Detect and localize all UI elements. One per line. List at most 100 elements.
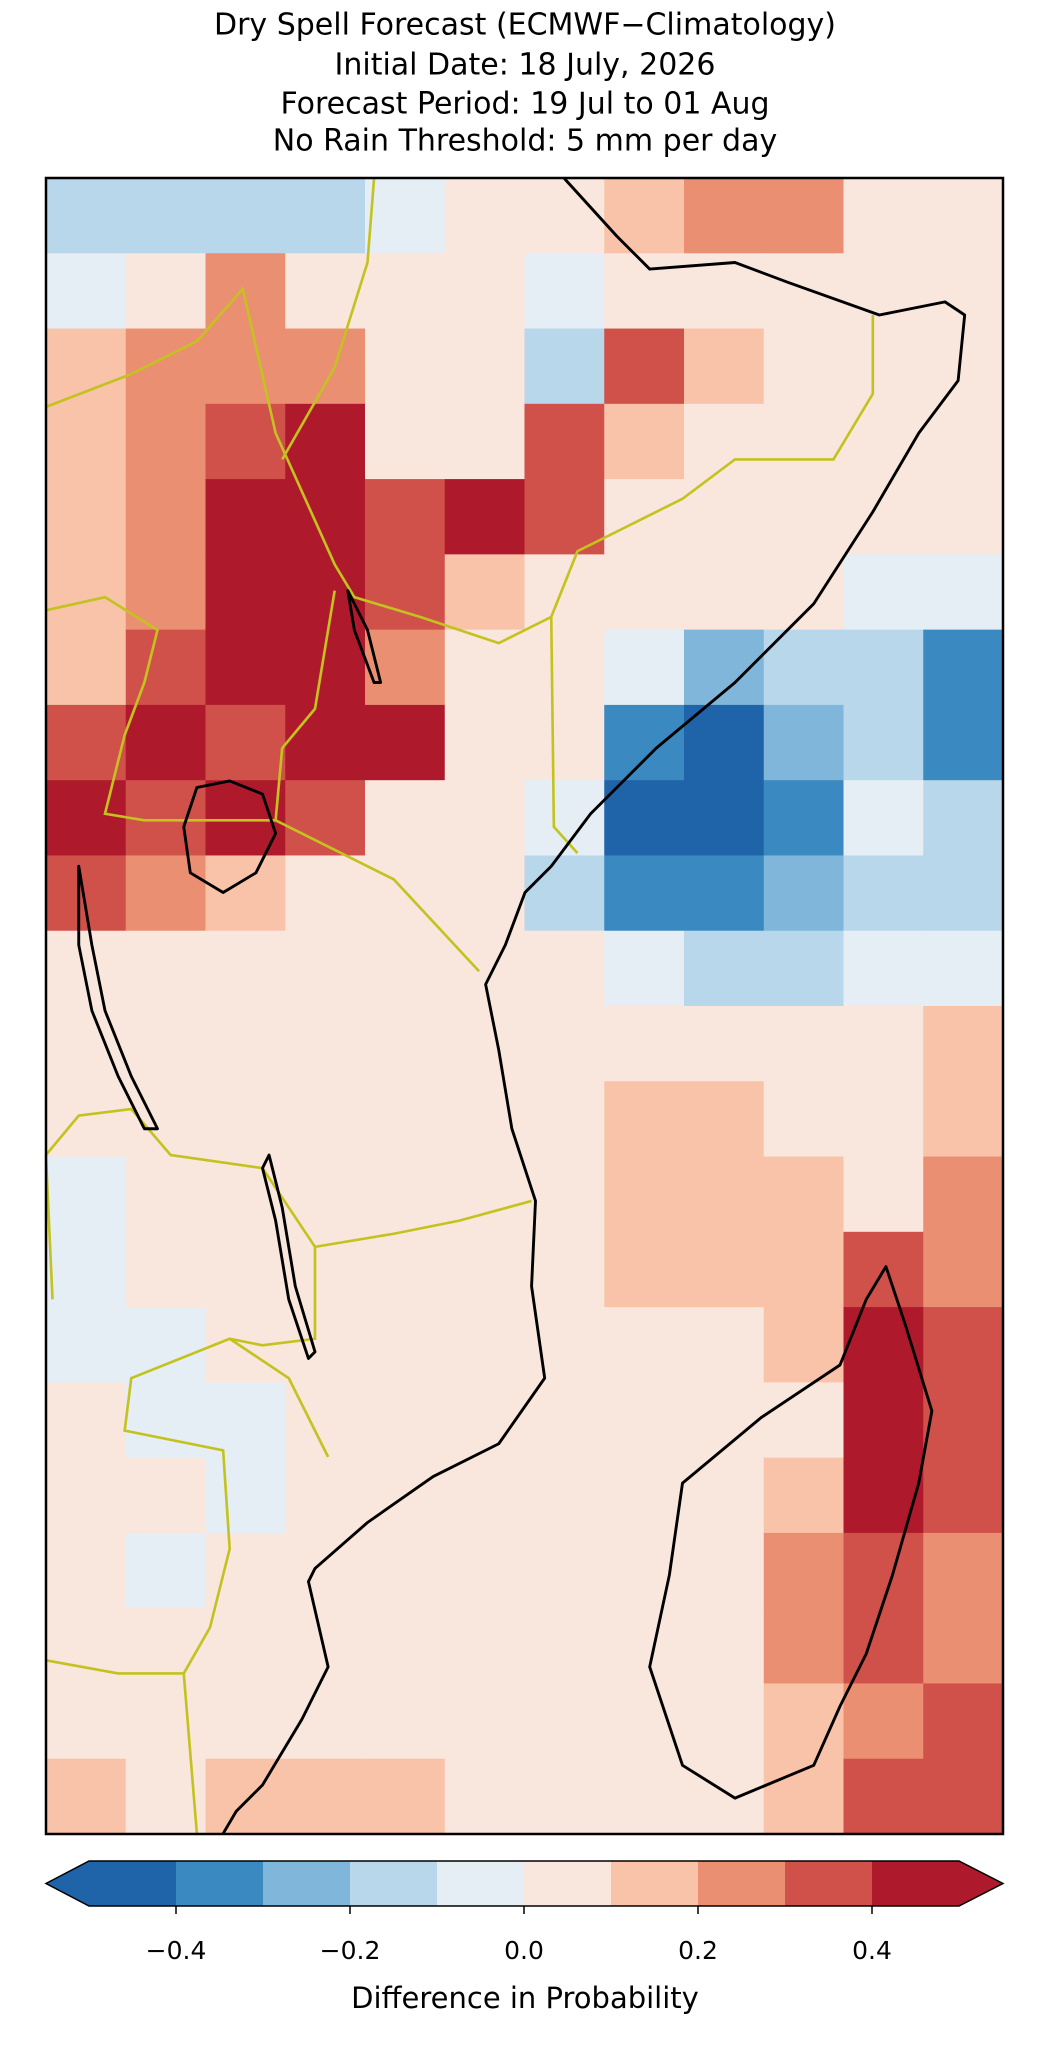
grid-cell [46, 253, 127, 330]
grid-cell [923, 1307, 1004, 1383]
grid-cell [365, 253, 446, 330]
grid-cell [684, 1231, 765, 1308]
grid-cell [923, 930, 1004, 1007]
grid-cell [125, 1231, 206, 1308]
grid-cell [604, 253, 685, 330]
grid-cell [365, 930, 446, 1007]
grid-cell [285, 178, 366, 254]
grid-cell [763, 403, 844, 480]
grid-cell [684, 1683, 765, 1760]
grid-cell [684, 1608, 765, 1684]
grid-cell [843, 1457, 924, 1534]
colorbar-tick-label: 0.2 [678, 1936, 718, 1965]
grid-cell [604, 1156, 685, 1233]
grid-cell [46, 328, 127, 405]
grid-cell [444, 479, 525, 555]
grid-cell [923, 479, 1004, 555]
map-lines [44, 177, 967, 1835]
grid-cell [524, 704, 605, 781]
grid-cell [763, 855, 844, 932]
grid-cell [365, 1006, 446, 1082]
grid-cell [125, 1532, 206, 1609]
grid-cell [205, 1758, 286, 1835]
grid-cell [285, 1532, 366, 1609]
colorbar-segment [89, 1861, 177, 1906]
grid-cell [285, 930, 366, 1007]
grid-cell [444, 328, 525, 405]
grid-cell [604, 554, 685, 631]
grid-cell [125, 930, 206, 1007]
colorbar-segment [350, 1861, 438, 1906]
grid-cell [524, 178, 605, 254]
grid-cell [763, 479, 844, 555]
grid-cell [365, 178, 446, 254]
grid-cell [923, 1156, 1004, 1233]
grid-cell [365, 403, 446, 480]
grid-cell [444, 1382, 525, 1459]
grid-cell [444, 855, 525, 932]
grid-cell [444, 253, 525, 330]
grid-cell [365, 1382, 446, 1459]
grid-cell [285, 1307, 366, 1383]
grid-cell [604, 1006, 685, 1082]
grid-cell [923, 855, 1004, 932]
grid-cell [444, 1081, 525, 1158]
grid-cell [205, 479, 286, 555]
grid-cell [205, 554, 286, 631]
grid-cell [684, 930, 765, 1007]
grid-cell [604, 178, 685, 254]
grid-cell [444, 1532, 525, 1609]
grid-cell [365, 554, 446, 631]
grid-cell [365, 328, 446, 405]
grid-cell [365, 1156, 446, 1233]
colorbar-segment [176, 1861, 264, 1906]
lake-shoreline [182, 779, 278, 894]
grid-cell [763, 1758, 844, 1835]
grid-cell [763, 704, 844, 781]
coastline [221, 177, 967, 1835]
grid-cell [46, 1307, 127, 1383]
grid-cell [444, 1307, 525, 1383]
grid-cell [205, 1081, 286, 1158]
grid-cell [684, 1382, 765, 1459]
grid-cell [763, 1081, 844, 1158]
grid-cell [684, 1081, 765, 1158]
grid-cell [923, 1382, 1004, 1459]
grid-cell [46, 1006, 127, 1082]
grid-cell [923, 178, 1004, 254]
grid-cell [684, 704, 765, 781]
grid-cell [46, 178, 127, 254]
grid-cell [684, 780, 765, 856]
grid-cell [684, 1307, 765, 1383]
grid-cell [125, 1307, 206, 1383]
grid-cell [125, 1081, 206, 1158]
grid-cell [524, 554, 605, 631]
grid-cell [444, 1231, 525, 1308]
lake-shoreline [346, 589, 383, 684]
grid-cell [923, 1608, 1004, 1684]
grid-cell [205, 328, 286, 405]
grid-cell [205, 780, 286, 856]
grid-cell [444, 930, 525, 1007]
grid-cell [205, 1683, 286, 1760]
chart-title: Initial Date: 18 July, 2026 [335, 48, 716, 83]
grid-cell [843, 328, 924, 405]
grid-cell [604, 1758, 685, 1835]
grid-cell [285, 253, 366, 330]
colorbar-outline [44, 1860, 1005, 1907]
country-border [45, 178, 579, 973]
grid-cell [843, 1156, 924, 1233]
grid-cell [365, 1608, 446, 1684]
grid-cell [763, 1006, 844, 1082]
grid-cell [46, 780, 127, 856]
grid-cell [285, 704, 366, 781]
coastline [648, 1265, 934, 1800]
grid-cell [444, 629, 525, 706]
grid-cell [444, 1683, 525, 1760]
grid-cell [125, 629, 206, 706]
grid-cell [46, 1758, 127, 1835]
grid-cell [285, 1683, 366, 1760]
chart-title: Dry Spell Forecast (ECMWF−Climatology) [214, 8, 836, 43]
grid-cell [46, 1532, 127, 1609]
